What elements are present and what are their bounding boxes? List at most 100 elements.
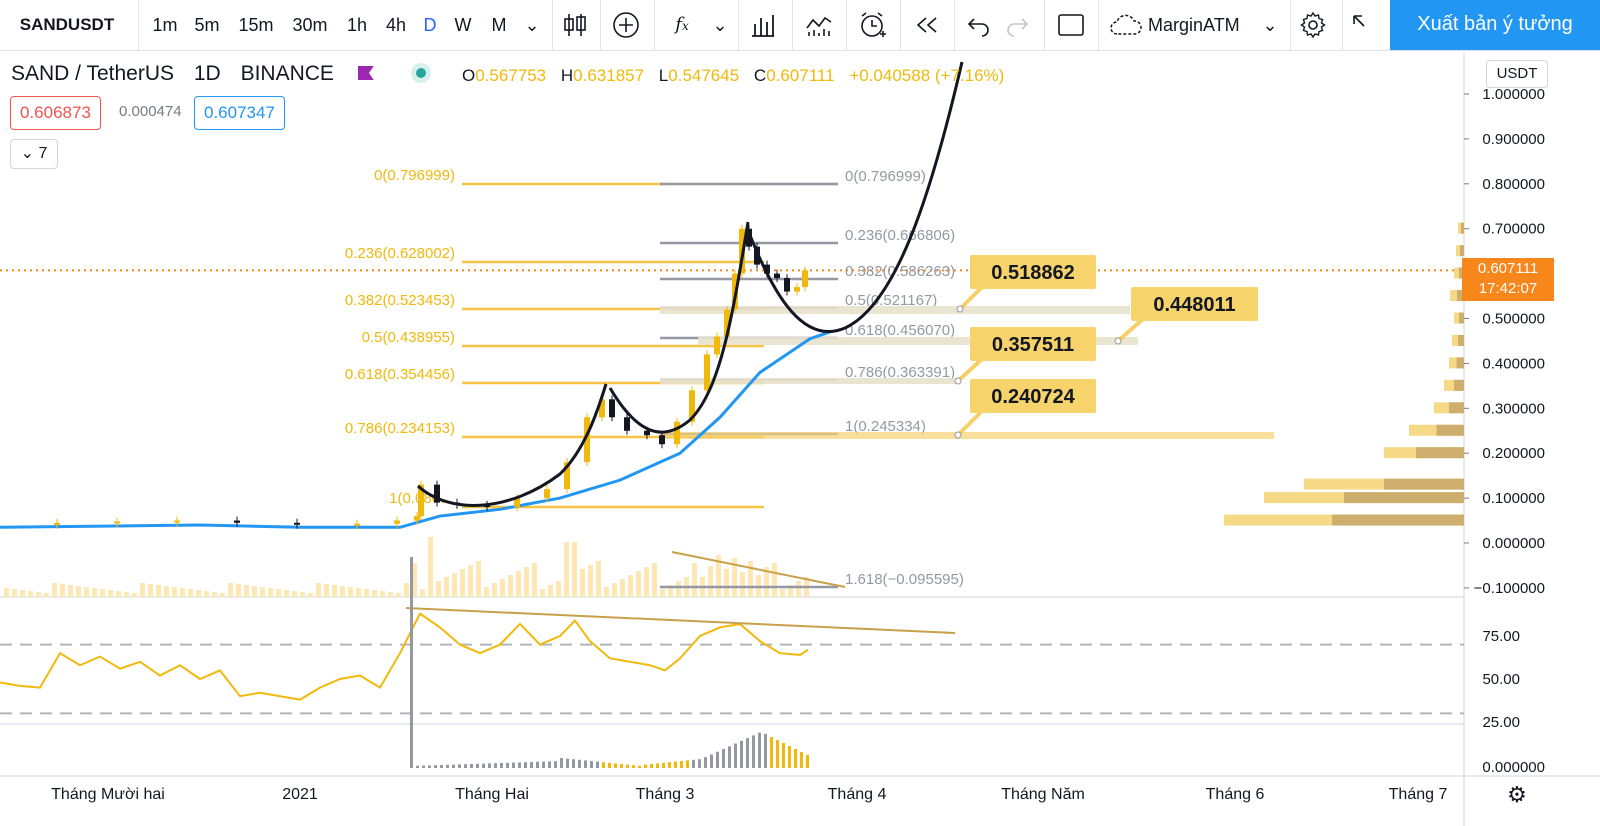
macd-bar	[464, 764, 467, 768]
replay-icon[interactable]	[912, 10, 942, 40]
indicator-icon[interactable]	[804, 10, 834, 40]
candle-body	[764, 264, 770, 274]
macd-bar	[584, 760, 587, 768]
highlight-band	[660, 306, 1130, 314]
interval-d[interactable]: D	[423, 15, 437, 35]
bid-price[interactable]: 0.606873	[10, 96, 101, 130]
interval-m[interactable]: M	[491, 15, 507, 35]
callout-pointer	[1116, 317, 1145, 343]
macd-bar	[770, 737, 773, 768]
toolbar-separator	[1342, 0, 1343, 50]
macd-bar	[680, 761, 683, 768]
interval-4h[interactable]: 4h	[385, 15, 407, 35]
chevron-down-icon: ⌄	[20, 145, 39, 162]
toolbar-separator	[138, 0, 139, 50]
interval-30m[interactable]: 30m	[292, 15, 328, 35]
callout-box	[970, 255, 1096, 289]
interval-1h[interactable]: 1h	[346, 15, 368, 35]
fx-icon[interactable]: fx	[675, 14, 689, 35]
toolbar-separator	[1290, 0, 1291, 50]
gear-icon[interactable]	[1298, 10, 1328, 40]
candle-countdown: 17:42:07	[1478, 280, 1538, 297]
volume-bar	[436, 581, 441, 597]
chevron-down-icon[interactable]: ⌄	[1262, 15, 1278, 35]
volume-bar	[324, 584, 329, 597]
plus-circle-icon[interactable]	[611, 10, 641, 40]
interval-1m[interactable]: 1m	[152, 15, 178, 35]
volume-bar	[268, 588, 273, 597]
fib-level-label: 0.5(0.521167)	[845, 292, 937, 309]
macd-bar	[608, 762, 611, 768]
macd-bar	[752, 735, 755, 768]
symbol-search-button[interactable]: SANDUSDT	[19, 15, 115, 34]
macd-bar	[704, 757, 707, 768]
time-tick-label: 2021	[282, 786, 318, 803]
volume-bar	[388, 592, 393, 597]
volume-bar	[380, 591, 385, 597]
callout-anchor	[954, 377, 962, 385]
macd-bar	[782, 743, 785, 768]
undo-icon[interactable]	[964, 10, 994, 40]
volume-bar	[332, 585, 337, 597]
price-tick-label: 0.300000	[1482, 400, 1545, 417]
bar-chart-icon[interactable]	[748, 10, 778, 40]
macd-bar	[728, 746, 731, 768]
chevron-down-icon[interactable]: ⌄	[712, 15, 728, 35]
macd-bar	[800, 752, 803, 768]
candlestick-icon[interactable]	[560, 10, 590, 40]
fullscreen-icon[interactable]	[1350, 10, 1370, 40]
flag-icon	[357, 66, 374, 80]
interval-5m[interactable]: 5m	[194, 15, 220, 35]
volume-profile-bar	[1344, 492, 1464, 504]
volume-bar	[676, 581, 681, 597]
interval-w[interactable]: W	[454, 15, 472, 35]
callout-label: 0.448011	[1153, 294, 1235, 316]
macd-bar	[536, 761, 539, 768]
publish-idea-button[interactable]: Xuất bản ý tưởng	[1390, 0, 1600, 50]
collapse-indicators-button[interactable]: ⌄ 7	[10, 139, 58, 169]
volume-bar	[12, 589, 17, 597]
ask-price[interactable]: 0.607347	[194, 96, 285, 130]
macd-bar	[428, 765, 431, 768]
macd-bar	[500, 763, 503, 768]
cloud-icon[interactable]	[1108, 10, 1144, 40]
volume-bar	[348, 587, 353, 597]
interval-15m[interactable]: 15m	[238, 15, 274, 35]
volume-profile-bar	[1449, 402, 1464, 414]
callout-anchor	[956, 305, 964, 313]
chevron-down-icon[interactable]: ⌄	[524, 15, 540, 35]
volume-bar	[500, 579, 505, 597]
volume-bar	[252, 586, 257, 597]
price-tick-label: 0.800000	[1482, 176, 1545, 193]
candle-body	[674, 421, 680, 445]
macd-bar	[722, 749, 725, 768]
macd-bar	[620, 764, 623, 768]
macd-bar	[470, 764, 473, 768]
layout-name[interactable]: MarginATM	[1148, 15, 1240, 35]
fib-level-label: 0.618(0.456070)	[845, 322, 955, 339]
macd-bar	[566, 758, 569, 768]
fib-level-label: 0.236(0.666806)	[845, 227, 955, 244]
volume-bar	[596, 561, 601, 597]
macd-bar	[446, 764, 449, 768]
macd-bar	[482, 763, 485, 768]
fib-level-label: 0.618(0.354456)	[345, 366, 455, 383]
toolbar-separator	[552, 0, 553, 50]
volume-bar	[716, 555, 721, 597]
pair-name[interactable]: SAND / TetherUS	[11, 62, 175, 85]
gear-icon[interactable]: ⚙	[1507, 782, 1527, 807]
square-icon[interactable]	[1056, 10, 1086, 40]
redo-icon[interactable]	[1002, 10, 1032, 40]
volume-bar	[708, 566, 713, 597]
candle-body	[644, 430, 650, 436]
alarm-icon[interactable]	[858, 10, 888, 40]
currency-unit[interactable]: USDT	[1486, 60, 1548, 88]
callout-box	[1131, 287, 1258, 321]
price-tick-label: 0.700000	[1482, 221, 1545, 238]
time-tick-label: Tháng Mười hai	[51, 786, 165, 803]
macd-bar	[410, 557, 413, 768]
volume-bar	[740, 572, 745, 597]
volume-bar	[212, 592, 217, 597]
exchange-label: BINANCE	[240, 62, 334, 85]
